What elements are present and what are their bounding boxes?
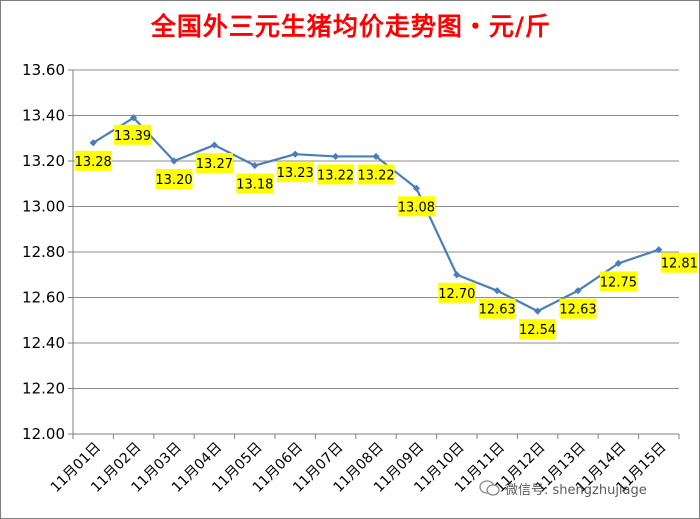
data-label: 13.20 (155, 173, 192, 188)
data-label: 13.28 (75, 155, 112, 170)
data-point (493, 287, 501, 295)
y-tick-label: 12.00 (22, 425, 65, 443)
data-label-box (236, 173, 274, 194)
chart-title: 全国外三元生猪均价走势图・元/斤 (150, 12, 552, 41)
data-point (534, 307, 542, 315)
data-point (372, 152, 380, 161)
data-label-box (660, 252, 698, 273)
y-tick-label: 13.20 (22, 152, 65, 170)
data-point (574, 287, 582, 295)
wechat-icon (479, 480, 500, 496)
data-label: 12.70 (438, 287, 475, 302)
data-label: 12.63 (559, 303, 596, 318)
y-tick-label: 12.40 (22, 334, 65, 352)
y-tick-label: 13.00 (22, 198, 65, 216)
data-label: 13.23 (277, 166, 314, 181)
data-label-box (559, 298, 597, 319)
data-label: 12.81 (661, 257, 698, 272)
data-point (130, 114, 138, 122)
y-tick-label: 12.80 (22, 243, 65, 261)
data-point (89, 139, 97, 147)
data-label-box (397, 196, 435, 217)
data-label-box (599, 271, 637, 292)
data-label-box (519, 319, 557, 340)
data-label: 13.18 (236, 178, 273, 193)
data-point (412, 184, 420, 192)
data-point (614, 259, 622, 267)
data-label: 13.27 (196, 157, 233, 172)
data-label: 12.63 (479, 303, 516, 318)
data-point (251, 161, 259, 170)
data-label-box (155, 169, 193, 189)
data-point (170, 157, 178, 165)
y-tick-label: 12.60 (22, 289, 65, 307)
watermark-text: 微信号: shengzhujiage (505, 483, 647, 498)
y-tick-label: 13.60 (22, 61, 65, 79)
data-label: 12.75 (600, 275, 637, 290)
data-label-box (357, 164, 395, 185)
data-label: 13.39 (114, 129, 151, 144)
data-point (291, 150, 299, 158)
data-label-box (438, 282, 476, 303)
y-tick-label: 13.40 (22, 107, 65, 125)
data-label-box (195, 153, 233, 174)
y-tick-label: 12.20 (22, 380, 65, 398)
data-point (655, 246, 663, 254)
data-point (453, 271, 461, 279)
data-point (332, 152, 340, 161)
data-label-box (478, 298, 516, 319)
data-label: 13.22 (357, 168, 394, 183)
data-label-box (276, 162, 314, 183)
data-label: 13.08 (398, 200, 435, 215)
data-label: 12.54 (519, 323, 556, 338)
data-label-box (114, 124, 152, 145)
data-point (210, 141, 218, 149)
series-line (92, 116, 660, 313)
data-label-box (74, 150, 112, 171)
data-label-box (317, 164, 355, 185)
data-label: 13.22 (317, 168, 354, 183)
